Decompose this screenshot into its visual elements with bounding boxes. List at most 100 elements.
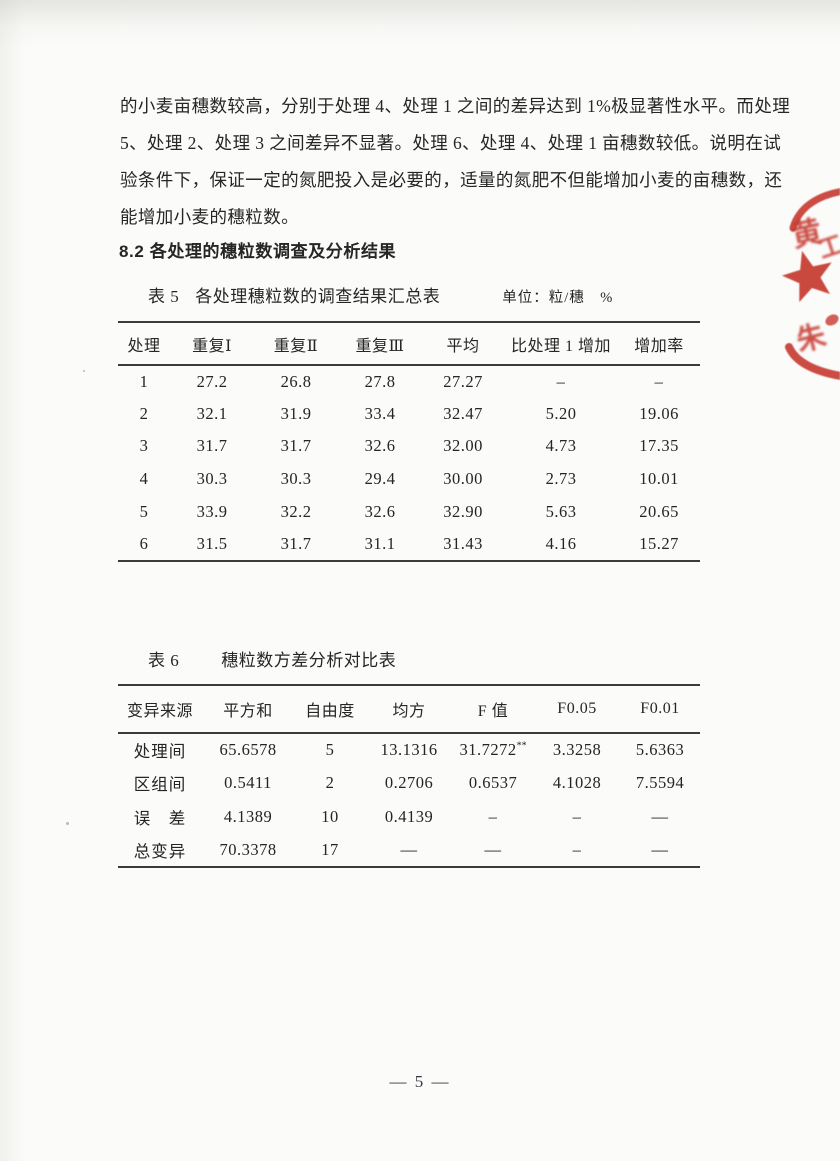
table-row: 处理间 65.6578 5 13.1316 31.7272** 3.3258 5.6363 xyxy=(118,733,700,767)
column-header: 比处理 1 增加 xyxy=(510,337,611,355)
table-cell: 32.1 xyxy=(196,403,228,423)
table-cell: 17 xyxy=(321,839,339,859)
table5-caption: 表 5 各处理穗粒数的调查结果汇总表 单位：粒/穗 % xyxy=(148,282,613,307)
table-cell: 2.73 xyxy=(545,469,577,489)
column-header: 变异来源 xyxy=(126,703,193,720)
table-cell: 17.35 xyxy=(639,436,679,456)
table-cell: 4.73 xyxy=(545,436,577,456)
page-number: — 5 — xyxy=(389,1072,451,1091)
table-cell: 27.8 xyxy=(364,371,396,391)
table-cell: 65.6578 xyxy=(219,740,277,760)
table-cell: 30.3 xyxy=(196,469,228,489)
table-cell: 31.43 xyxy=(443,533,483,553)
seal-arc-and-star-icon xyxy=(782,188,840,380)
table-cell: 31.7272** xyxy=(459,740,527,760)
table6-caption: 表 6 穗粒数方差分析对比表 xyxy=(148,646,396,671)
table-cell: 31.7 xyxy=(280,436,312,456)
table-cell: 3 xyxy=(139,436,149,456)
table-cell: 32.90 xyxy=(443,501,483,521)
table-row: 总变异 70.3378 17 — — – — xyxy=(118,834,700,868)
column-header: 平方和 xyxy=(223,703,273,720)
table-cell: 70.3378 xyxy=(219,839,277,859)
table-cell: 30.3 xyxy=(280,469,312,489)
column-header: F0.05 xyxy=(557,700,597,717)
table5-caption-label: 表 5 xyxy=(148,287,180,306)
scan-shadow-top xyxy=(0,0,840,48)
table-cell: 33.9 xyxy=(196,501,228,521)
table-cell: 7.5594 xyxy=(635,773,685,793)
table-cell: 27.27 xyxy=(443,371,483,391)
table-cell: 5 xyxy=(325,740,335,760)
table-cell: 0.2706 xyxy=(384,773,434,793)
column-header: 均方 xyxy=(392,703,426,720)
table-cell: — xyxy=(484,839,502,859)
seal-character: 朱 xyxy=(793,319,830,358)
table-cell: 5.20 xyxy=(545,403,577,423)
scan-shadow-left xyxy=(0,0,26,1161)
paragraph-line: 能增加小麦的穗粒数。 xyxy=(120,207,299,227)
table-cell: 30.00 xyxy=(443,469,483,489)
table-cell: – xyxy=(488,806,498,826)
table-row: 1 27.2 26.8 27.8 27.27 – – xyxy=(118,365,700,398)
column-header: 自由度 xyxy=(305,703,355,720)
paragraph-line: 5、处理 2、处理 3 之间差异不显著。处理 6、处理 4、处理 1 亩穗数较低… xyxy=(120,133,782,153)
table-cell: 2 xyxy=(325,773,335,793)
table-cell: 误 差 xyxy=(133,808,187,828)
table-cell: – xyxy=(556,371,566,391)
table-row: 6 31.5 31.7 31.1 31.43 4.16 15.27 xyxy=(118,528,700,561)
column-header: 平均 xyxy=(446,337,480,355)
column-header: 重复Ⅲ xyxy=(355,337,405,355)
red-seal-stamp: 黄 工 朱 xyxy=(765,180,840,390)
table-cell: 0.6537 xyxy=(468,773,518,793)
table-cell: 32.47 xyxy=(443,403,483,423)
table-cell: – xyxy=(572,839,582,859)
column-header: 处理 xyxy=(127,337,161,355)
table-row: 5 33.9 32.2 32.6 32.90 5.63 20.65 xyxy=(118,495,700,528)
table-cell: 20.65 xyxy=(639,501,679,521)
table-row: 3 31.7 31.7 32.6 32.00 4.73 17.35 xyxy=(118,430,700,463)
table-cell: 32.2 xyxy=(280,501,312,521)
paragraph-line: 的小麦亩穗数较高，分别于处理 4、处理 1 之间的差异达到 1%极显著性水平。而… xyxy=(120,96,791,116)
column-header: 重复Ⅰ xyxy=(192,337,232,355)
column-header: 重复Ⅱ xyxy=(273,337,319,355)
paragraph-line: 验条件下，保证一定的氮肥投入是必要的，适量的氮肥不但能增加小麦的亩穗数，还 xyxy=(120,170,783,190)
table-cell: 32.6 xyxy=(364,436,396,456)
column-header: F0.01 xyxy=(640,700,680,717)
column-header: F 值 xyxy=(477,703,509,720)
table-cell: 5.63 xyxy=(545,501,577,521)
table-cell: 19.06 xyxy=(639,403,679,423)
table-cell: 33.4 xyxy=(364,403,396,423)
table-cell: 26.8 xyxy=(280,371,312,391)
table6-caption-title: 穗粒数方差分析对比表 xyxy=(221,651,397,670)
table-cell: 1 xyxy=(139,371,149,391)
table-cell: 5 xyxy=(139,501,149,521)
scan-speck xyxy=(83,370,85,372)
table-cell: 27.2 xyxy=(196,371,228,391)
table-cell: – xyxy=(654,371,664,391)
table5-unit-label: 单位：粒/穗 % xyxy=(502,290,614,306)
table5-summary-of-grains-per-spike: 处理 重复Ⅰ 重复Ⅱ 重复Ⅲ 平均 比处理 1 增加 增加率 1 27.2 26.8… xyxy=(118,321,700,562)
table-cell: — xyxy=(400,839,418,859)
table-cell: 32.00 xyxy=(443,436,483,456)
column-header: 增加率 xyxy=(634,337,684,355)
table-cell: 13.1316 xyxy=(380,740,438,760)
scan-speck xyxy=(66,822,69,825)
table-cell: 10.01 xyxy=(639,469,679,489)
table5-header-row: 处理 重复Ⅰ 重复Ⅱ 重复Ⅲ 平均 比处理 1 增加 增加率 xyxy=(118,322,700,365)
table-cell: 处理间 xyxy=(133,742,187,762)
table-cell: — xyxy=(651,839,669,859)
table-cell: — xyxy=(651,806,669,826)
table-cell: 5.6363 xyxy=(635,740,685,760)
significance-marker: ** xyxy=(516,740,527,752)
table-cell: 29.4 xyxy=(364,469,396,489)
table-cell: 总变异 xyxy=(133,841,187,861)
table-cell: 31.7 xyxy=(196,436,228,456)
table-cell: 区组间 xyxy=(133,775,187,795)
seal-character: 工 xyxy=(815,230,840,264)
table-cell: 2 xyxy=(139,403,149,423)
table5-caption-title: 各处理穗粒数的调查结果汇总表 xyxy=(195,287,441,306)
table6-anova-comparison: 变异来源 平方和 自由度 均方 F 值 F0.05 F0.01 处理间 65.65… xyxy=(118,684,700,868)
table-row: 4 30.3 30.3 29.4 30.00 2.73 10.01 xyxy=(118,463,700,496)
table-cell: – xyxy=(572,806,582,826)
